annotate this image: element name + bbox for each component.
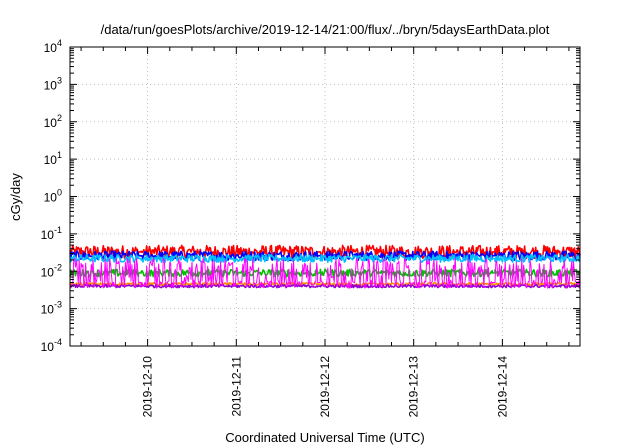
tick-marks — [70, 46, 580, 347]
x-tick-label: 2019-12-12 — [318, 356, 332, 418]
chart-title: /data/run/goesPlots/archive/2019-12-14/2… — [101, 22, 550, 37]
y-tick-labels: 10-4 10-3 10-2 10-1 100 101 102 103 104 — [41, 38, 62, 354]
y-tick-label: 100 — [44, 188, 62, 205]
x-tick-label: 2019-12-14 — [495, 356, 509, 418]
y-tick-label: 102 — [44, 113, 62, 130]
y-tick-label: 10-2 — [41, 262, 62, 279]
y-tick-label: 10-3 — [41, 300, 62, 317]
grid — [70, 47, 580, 346]
y-axis-label: cGy/day — [8, 173, 23, 221]
x-tick-label: 2019-12-11 — [229, 356, 243, 417]
series-line-3 — [69, 253, 581, 263]
x-tick-label: 2019-12-13 — [407, 356, 421, 418]
y-tick-label: 104 — [44, 38, 62, 55]
y-tick-label: 103 — [44, 75, 62, 92]
series-line-2 — [69, 250, 581, 262]
series-line-7 — [69, 258, 581, 289]
y-tick-label: 10-4 — [41, 337, 62, 354]
y-tick-label: 101 — [44, 150, 62, 167]
x-tick-labels: 2019-12-10 2019-12-11 2019-12-12 2019-12-13… — [141, 356, 510, 418]
series-line-4 — [69, 268, 581, 278]
y-tick-label: 10-1 — [41, 225, 62, 242]
x-axis-label: Coordinated Universal Time (UTC) — [225, 430, 424, 445]
series-layer — [69, 244, 581, 289]
x-tick-label: 2019-12-10 — [141, 356, 155, 418]
